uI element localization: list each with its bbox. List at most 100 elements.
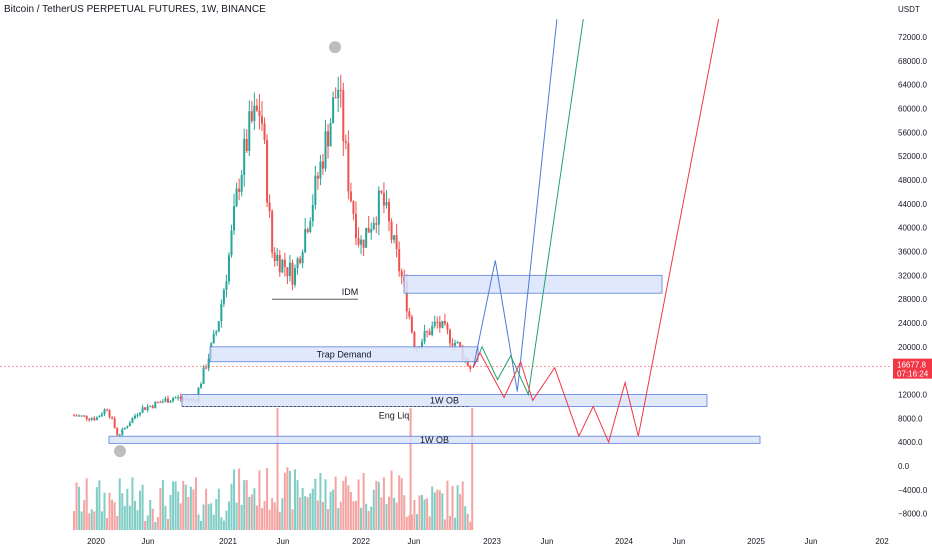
current-price-value: 16677.8: [897, 361, 926, 370]
candle-body: [169, 400, 172, 403]
candle-body: [156, 401, 159, 403]
volume-bar: [245, 480, 248, 530]
volume-bar: [271, 498, 274, 530]
volume-bar: [400, 478, 403, 530]
candle-body: [75, 415, 78, 417]
volume-bar: [169, 494, 172, 530]
volume-bar: [227, 501, 230, 530]
price-tick: 20000.0: [898, 343, 927, 352]
annotation-marks: [114, 41, 341, 458]
volume-bar: [395, 502, 398, 530]
candle-body: [245, 138, 248, 151]
volume-bar: [314, 478, 317, 530]
volume-bar: [128, 505, 131, 530]
volume-bar: [200, 521, 203, 530]
candle-body: [235, 188, 238, 207]
price-tick: 72000.0: [898, 33, 927, 42]
volume-bar: [438, 490, 441, 530]
volume-bar: [324, 479, 327, 530]
candle-body: [301, 252, 304, 264]
candle-body: [90, 418, 93, 420]
pivot-high-marker: [329, 41, 341, 54]
candle-body: [324, 131, 327, 169]
candle-body: [354, 213, 357, 239]
volume-bar: [139, 490, 142, 530]
volume-bar: [385, 504, 388, 530]
volume-bar: [309, 493, 312, 530]
volume-bar: [268, 509, 271, 530]
volume-bar: [299, 497, 302, 530]
candle-body: [349, 191, 352, 202]
candle-body: [278, 255, 281, 273]
candle-body: [225, 281, 228, 290]
volume-bar: [149, 500, 152, 530]
candle-body: [230, 230, 233, 256]
price-tick: 64000.0: [898, 81, 927, 90]
volume-bar: [111, 499, 114, 530]
volume-bar: [451, 485, 454, 530]
volume-bar: [90, 509, 93, 530]
time-tick: 2021: [219, 537, 237, 546]
price-axis: USDT 72000.0 68000.0 64000.0 60000.0 56000.0 5…: [893, 5, 932, 519]
candle-body: [352, 201, 355, 214]
volume-bar: [382, 477, 385, 530]
zone-layer: Trap Demand 1W OB 1W OB IDM Eng Liq: [0, 274, 890, 445]
volume-bar: [266, 468, 269, 530]
zone-label: 1W OB: [420, 435, 449, 445]
volume-bar: [126, 488, 129, 530]
volume-bar: [288, 470, 291, 530]
candle-body: [212, 333, 215, 344]
volume-bar: [123, 505, 126, 530]
candle-body: [327, 131, 330, 147]
candle-body: [121, 429, 124, 435]
candle-body: [266, 139, 269, 203]
volume-bar: [144, 521, 147, 530]
candle-body: [118, 434, 121, 436]
candle-body: [83, 415, 86, 417]
volume-bar: [466, 513, 469, 530]
candle-body: [433, 321, 436, 326]
candle-body: [248, 111, 251, 151]
pivot-low-marker: [114, 445, 126, 458]
zone-box: [403, 274, 663, 294]
candle-body: [431, 325, 434, 336]
candle-body: [306, 229, 309, 232]
candle-body: [159, 402, 162, 404]
volume-histogram: [73, 408, 474, 530]
candle-body: [202, 367, 205, 384]
candle-body: [139, 412, 142, 415]
volume-bar: [151, 508, 154, 530]
candle-body: [428, 331, 431, 336]
volume-bar: [342, 480, 345, 530]
volume-bar: [339, 501, 342, 530]
price-tick: 8000.0: [898, 414, 923, 423]
candle-body: [200, 383, 203, 388]
volume-bar: [184, 484, 187, 530]
candle-body: [123, 427, 126, 430]
candle-body: [215, 331, 218, 334]
volume-bar: [448, 515, 451, 530]
candle-body: [469, 365, 472, 369]
candle-body: [337, 89, 340, 98]
candle-body: [93, 418, 96, 421]
volume-bar: [88, 513, 91, 530]
candle-body: [398, 249, 401, 272]
volume-bar: [461, 481, 464, 530]
candle-body: [250, 111, 253, 122]
projection-paths: [472, 19, 720, 444]
volume-bar: [349, 491, 352, 530]
price-tick: 36000.0: [898, 248, 927, 257]
volume-bar: [281, 498, 284, 530]
volume-bar: [418, 495, 421, 530]
volume-bar: [372, 489, 375, 530]
projection-path-green: [472, 19, 584, 397]
candlestick-series: [73, 74, 472, 437]
volume-bar: [296, 480, 299, 530]
volume-bar: [456, 485, 459, 530]
volume-bar: [210, 503, 213, 530]
candle-body: [144, 407, 147, 410]
candle-body: [410, 316, 413, 333]
candle-body: [268, 202, 271, 212]
candle-body: [258, 110, 261, 117]
